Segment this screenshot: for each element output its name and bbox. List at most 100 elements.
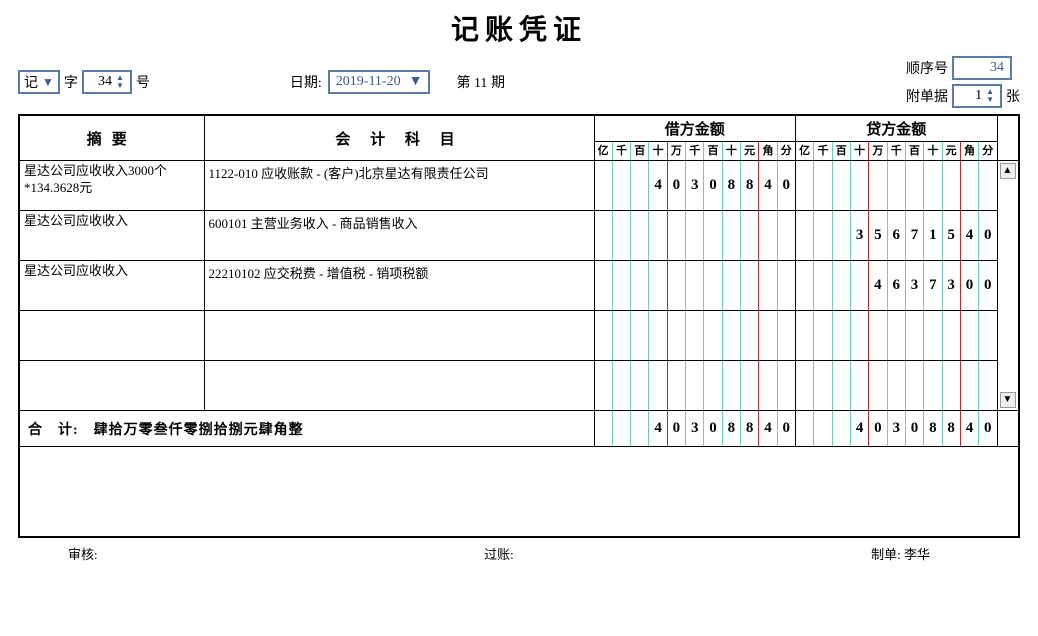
cell-credit[interactable] — [796, 361, 998, 411]
seq-value-box: 34 — [952, 56, 1012, 80]
cell-summary[interactable]: 星达公司应收收入 — [19, 211, 204, 261]
attach-count-input[interactable]: 1 ▲▼ — [952, 84, 1002, 108]
digit-cell — [595, 161, 613, 210]
digit-cell — [668, 361, 686, 410]
cell-debit[interactable] — [594, 311, 796, 361]
cell-credit[interactable] — [796, 311, 998, 361]
digit-cell — [613, 211, 631, 260]
digit-cell — [833, 361, 851, 410]
digit-cell — [759, 311, 777, 360]
digit-cell: 8 — [943, 411, 961, 446]
cell-summary[interactable] — [19, 311, 204, 361]
cell-subject[interactable]: 22210102 应交税费 - 增值税 - 销项税额 — [204, 261, 594, 311]
digit-cell — [613, 311, 631, 360]
digit-cell: 7 — [924, 261, 942, 310]
digit-cell — [595, 211, 613, 260]
digit-cell — [833, 261, 851, 310]
digit-cell — [796, 211, 814, 260]
col-summary: 摘要 — [19, 115, 204, 161]
digit-cell: 3 — [906, 261, 924, 310]
cell-summary[interactable] — [19, 361, 204, 411]
digit-cell — [668, 261, 686, 310]
cell-subject[interactable]: 1122-010 应收账款 - (客户)北京星达有限责任公司 — [204, 161, 594, 211]
digit-cell — [888, 311, 906, 360]
scroll-down-icon[interactable]: ▼ — [1000, 392, 1016, 408]
digit-unit-cell: 千 — [814, 142, 832, 160]
cell-subject[interactable] — [204, 311, 594, 361]
digit-cell — [723, 261, 741, 310]
digit-cell — [668, 211, 686, 260]
digit-cell — [649, 311, 667, 360]
auditor-label: 审核: — [68, 544, 355, 563]
digit-unit-cell: 角 — [961, 142, 979, 160]
chevron-down-icon: ▼ — [409, 74, 423, 90]
cell-debit[interactable] — [594, 261, 796, 311]
digit-cell: 0 — [979, 211, 996, 260]
digit-cell — [796, 311, 814, 360]
poster-label: 过账: — [355, 544, 642, 563]
digit-cell — [778, 361, 795, 410]
col-debit: 借方金额 — [594, 115, 796, 142]
digit-cell — [613, 361, 631, 410]
digit-cell — [906, 361, 924, 410]
digit-cell: 0 — [778, 161, 795, 210]
cell-debit[interactable] — [594, 211, 796, 261]
digit-cell: 8 — [723, 161, 741, 210]
digit-cell — [759, 261, 777, 310]
digit-cell — [851, 361, 869, 410]
total-row: 合 计: 肆拾万零叁仟零捌拾捌元肆角整4030884040308840 — [19, 411, 1019, 447]
digit-cell: 4 — [649, 161, 667, 210]
notes-cell[interactable] — [19, 447, 1019, 537]
digit-cell — [906, 311, 924, 360]
digit-cell: 3 — [851, 211, 869, 260]
cell-credit[interactable] — [796, 161, 998, 211]
cell-summary[interactable]: 星达公司应收收入 — [19, 261, 204, 311]
cell-debit[interactable] — [594, 361, 796, 411]
cell-subject[interactable] — [204, 361, 594, 411]
cell-summary[interactable]: 星达公司应收收入3000个*134.3628元 — [19, 161, 204, 211]
voucher-type-select[interactable]: 记 ▼ — [18, 70, 60, 94]
digit-cell — [613, 411, 631, 446]
cell-subject[interactable]: 600101 主营业务收入 - 商品销售收入 — [204, 211, 594, 261]
date-picker[interactable]: 2019-11-20 ▼ — [328, 70, 431, 94]
scroll-up-icon[interactable]: ▲ — [1000, 163, 1016, 179]
digit-cell — [833, 161, 851, 210]
digit-cell — [595, 411, 613, 446]
digit-unit-cell: 千 — [613, 142, 631, 160]
scrollbar[interactable]: ▲▼ — [997, 161, 1019, 411]
digit-cell — [814, 161, 832, 210]
digit-unit-cell: 百 — [704, 142, 722, 160]
notes-row — [19, 447, 1019, 537]
digit-cell — [613, 161, 631, 210]
digit-cell — [979, 361, 996, 410]
digit-cell — [796, 161, 814, 210]
cell-credit[interactable]: 35671540 — [796, 211, 998, 261]
digit-unit-cell: 百 — [906, 142, 924, 160]
col-scroll — [997, 115, 1019, 161]
digit-cell — [869, 361, 887, 410]
digit-cell — [723, 211, 741, 260]
col-credit: 贷方金额 — [796, 115, 998, 142]
preparer: 制单: 李华 — [643, 544, 990, 563]
seq-label: 顺序号 — [906, 58, 948, 78]
digit-cell: 8 — [741, 161, 759, 210]
voucher-number-input[interactable]: 34 ▲▼ — [82, 70, 132, 94]
digit-cell — [649, 211, 667, 260]
digit-cell: 5 — [943, 211, 961, 260]
digit-cell: 6 — [888, 211, 906, 260]
attach-label: 附单据 — [906, 86, 948, 106]
digit-cell — [796, 361, 814, 410]
digit-cell: 8 — [723, 411, 741, 446]
digit-cell — [814, 411, 832, 446]
period-text: 第 11 期 — [456, 72, 504, 92]
digit-cell — [778, 261, 795, 310]
digit-cell — [924, 311, 942, 360]
digit-cell — [869, 161, 887, 210]
digit-cell: 0 — [961, 261, 979, 310]
label-zi: 字 — [64, 72, 78, 92]
digit-cell — [943, 161, 961, 210]
voucher-type-value: 记 — [24, 72, 38, 92]
cell-credit[interactable]: 4637300 — [796, 261, 998, 311]
cell-debit[interactable]: 40308840 — [594, 161, 796, 211]
digit-cell — [851, 261, 869, 310]
